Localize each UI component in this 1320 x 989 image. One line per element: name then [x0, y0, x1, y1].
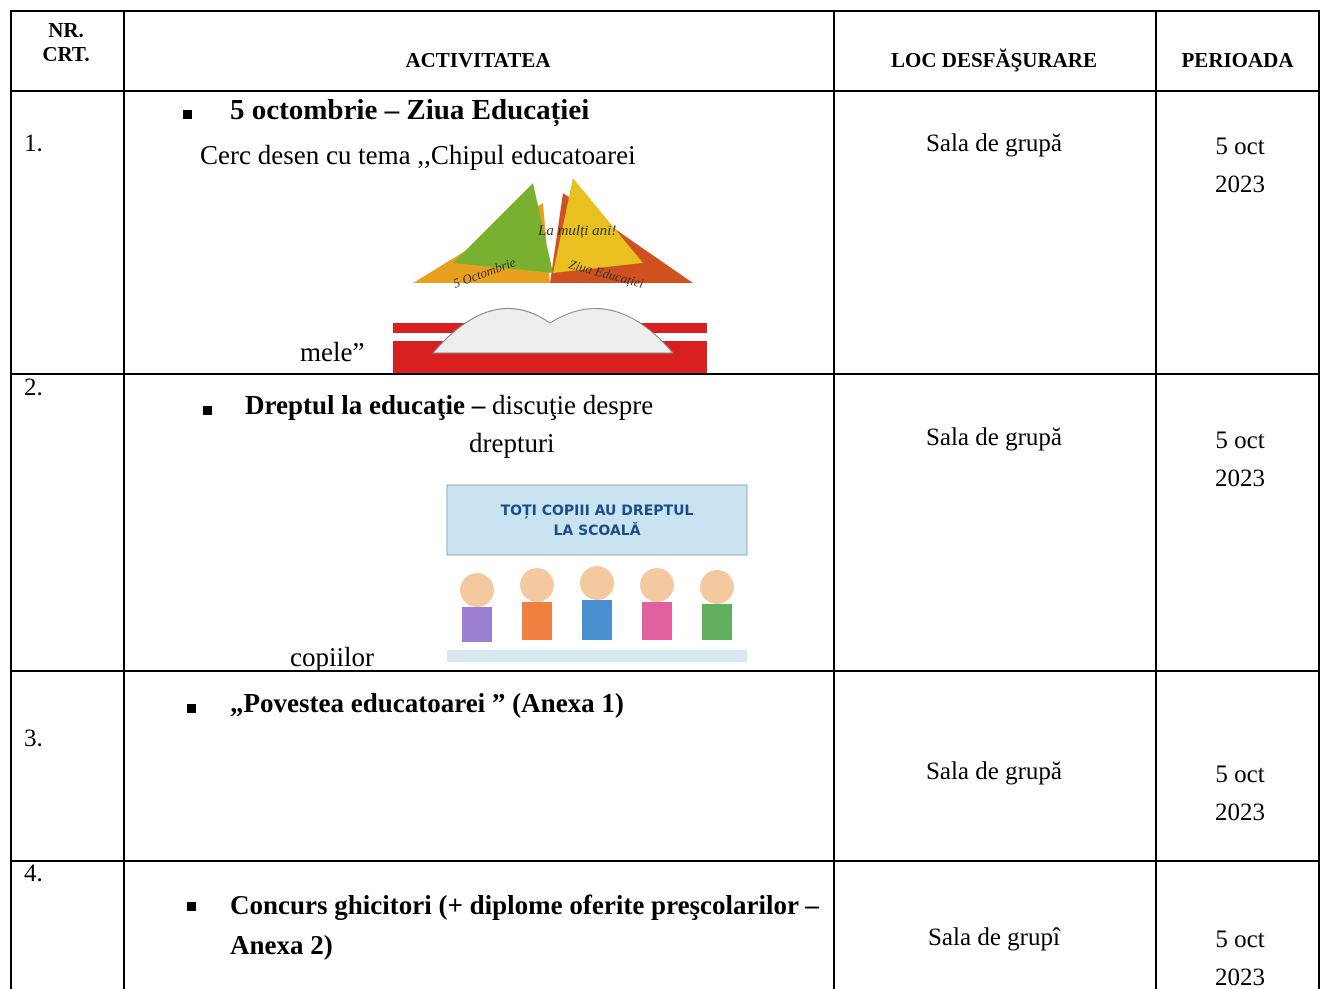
title: Dreptul la educaţie –	[245, 390, 486, 420]
border	[10, 10, 12, 989]
image: TOȚI COPIII AU DREPTUL LA SCOALĂ	[446, 484, 748, 662]
border	[10, 670, 1320, 672]
place: Sala de grupî	[928, 924, 1060, 951]
bullet	[183, 110, 192, 119]
border	[10, 10, 1320, 12]
nr: 2.	[24, 374, 43, 401]
place: Sala de grupă	[925, 130, 1063, 157]
text: mele”	[300, 337, 365, 367]
nr: 3.	[24, 725, 43, 752]
title: „Povestea educatoarei ” (Anexa 1)	[230, 688, 624, 718]
title: 5 octombrie – Ziua Educației	[230, 94, 590, 126]
header: ACTIVITATEA	[405, 48, 551, 72]
border	[10, 90, 1320, 92]
header: LOC DESFĂŞURARE	[891, 48, 1097, 72]
nr: 1.	[24, 130, 43, 157]
border	[1318, 10, 1320, 989]
title: Concurs ghicitori (+ diplome oferite pre…	[230, 890, 819, 960]
border	[10, 373, 1320, 375]
bullet	[187, 704, 196, 713]
period: 5 oct 2023	[1215, 761, 1265, 826]
period: 5 oct 2023	[1215, 926, 1265, 989]
header: NR. CRT.	[42, 18, 90, 66]
text: drepturi	[469, 428, 555, 458]
bullet	[203, 406, 212, 415]
period: 5 oct 2023	[1215, 133, 1265, 198]
text: copiilor	[290, 642, 374, 672]
image: La mulți ani! 5 Octombrie Ziua Educației	[393, 178, 707, 373]
nr: 4.	[24, 860, 43, 887]
place: Sala de grupă	[925, 758, 1063, 785]
border	[1155, 10, 1157, 989]
image-text: TOȚI COPIII AU DREPTUL	[501, 503, 694, 519]
period: 5 oct 2023	[1215, 427, 1265, 492]
border	[833, 10, 835, 989]
bullet	[187, 902, 196, 911]
border	[123, 10, 125, 989]
text: Cerc desen cu tema ,,Chipul educatoarei	[200, 140, 636, 170]
image-text: La mulți ani!	[537, 223, 616, 239]
image-text: LA SCOALĂ	[553, 521, 640, 539]
place: Sala de grupă	[925, 424, 1063, 451]
border	[10, 860, 1320, 862]
text: discuţie despre	[491, 390, 654, 420]
header: PERIOADA	[1181, 48, 1294, 72]
